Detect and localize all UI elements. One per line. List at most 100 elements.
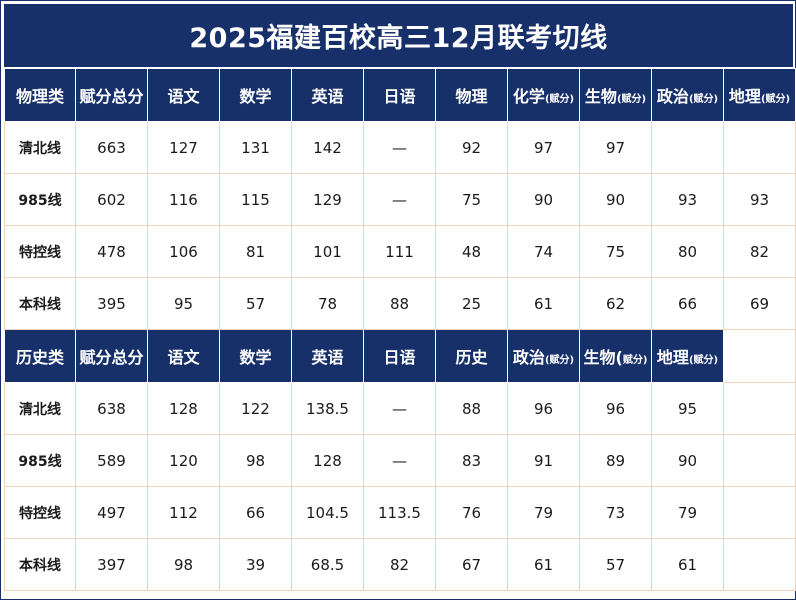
score-cell: 39 — [219, 538, 292, 591]
history-header-cell: 政治(赋分) — [507, 329, 580, 383]
history-header-cell: 数学 — [219, 329, 292, 383]
header-label: 赋分总分 — [79, 87, 144, 106]
score-cell: 95 — [147, 277, 220, 330]
score-cell: 96 — [579, 382, 652, 435]
header-label: 化学 — [512, 87, 545, 106]
history-header-cell: 生物(赋分) — [579, 329, 652, 383]
score-cell: 90 — [651, 434, 724, 487]
sheet-title: 2025福建百校高三12月联考切线 — [4, 4, 793, 67]
score-cell: 138.5 — [291, 382, 364, 435]
score-cell: 111 — [363, 225, 436, 278]
header-label: 英语 — [311, 348, 344, 367]
physics-header-cell: 日语 — [363, 68, 436, 122]
score-cell: 104.5 — [291, 486, 364, 539]
physics-header-cell: 语文 — [147, 68, 220, 122]
score-cell: — — [363, 173, 436, 226]
header-label: 语文 — [167, 87, 200, 106]
score-cell: 66 — [651, 277, 724, 330]
header-label: 日语 — [383, 87, 416, 106]
blank-cell — [723, 538, 796, 591]
score-cell: 73 — [579, 486, 652, 539]
header-sublabel: (赋分) — [544, 94, 575, 105]
physics-header-row: 物理类 赋分总分 语文 数学 英语 日语 物理 化学(赋分) 生物(赋分) 政治(赋分) 地理(赋分… — [4, 68, 796, 122]
score-cell: 101 — [291, 225, 364, 278]
score-cell: 397 — [75, 538, 148, 591]
score-cell: 74 — [507, 225, 580, 278]
score-cell: 97 — [507, 121, 580, 174]
score-cell: 106 — [147, 225, 220, 278]
history-header-cell: 语文 — [147, 329, 220, 383]
score-cell: 122 — [219, 382, 292, 435]
table-row: 本科线 395 95 57 78 88 25 61 62 66 69 — [4, 277, 796, 330]
header-sublabel: (赋分) — [616, 94, 647, 105]
history-header-cell: 地理(赋分) — [651, 329, 724, 383]
score-cell: 67 — [435, 538, 508, 591]
score-cell: 25 — [435, 277, 508, 330]
score-cell: 82 — [723, 225, 796, 278]
score-cell: 120 — [147, 434, 220, 487]
header-sublabel: (赋分) — [688, 355, 719, 366]
score-cell: 663 — [75, 121, 148, 174]
score-cell: — — [363, 434, 436, 487]
score-cell: 395 — [75, 277, 148, 330]
score-cell: 602 — [75, 173, 148, 226]
header-label: 日语 — [383, 348, 416, 367]
score-cell: 79 — [651, 486, 724, 539]
score-cell: 589 — [75, 434, 148, 487]
score-cell: 478 — [75, 225, 148, 278]
history-header-row: 历史类 赋分总分 语文 数学 英语 日语 历史 政治(赋分) 生物(赋分) 地理(赋分) — [4, 329, 796, 383]
score-cell: 90 — [579, 173, 652, 226]
table-row: 清北线 638 128 122 138.5—88 96 96 95 — [4, 382, 796, 435]
header-label: 物理 — [455, 87, 488, 106]
score-cell — [651, 121, 724, 174]
score-cell: 127 — [147, 121, 220, 174]
physics-header-cell: 赋分总分 — [75, 68, 148, 122]
score-cell: 129 — [291, 173, 364, 226]
header-label: 语文 — [167, 348, 200, 367]
history-header-cell: 日语 — [363, 329, 436, 383]
score-cell: 62 — [579, 277, 652, 330]
score-cell: 131 — [219, 121, 292, 174]
score-cell: 128 — [147, 382, 220, 435]
score-cell: 116 — [147, 173, 220, 226]
score-cell — [723, 121, 796, 174]
score-cell: 92 — [435, 121, 508, 174]
physics-header-cell: 化学(赋分) — [507, 68, 580, 122]
row-label: 特控线 — [4, 225, 76, 278]
score-cell: 128 — [291, 434, 364, 487]
score-cell: 69 — [723, 277, 796, 330]
score-cell: 93 — [651, 173, 724, 226]
score-cell: 142 — [291, 121, 364, 174]
header-label: 地理 — [728, 87, 761, 106]
header-label: 历史类 — [15, 348, 64, 367]
score-cell: 75 — [435, 173, 508, 226]
header-label: 政治 — [512, 348, 545, 367]
score-cell: 75 — [579, 225, 652, 278]
table-row: 特控线 478 106 81 101 111 48 74 75 80 82 — [4, 225, 796, 278]
history-header-cell: 历史 — [435, 329, 508, 383]
score-cell: — — [363, 121, 436, 174]
score-cell: 115 — [219, 173, 292, 226]
score-cell: 61 — [507, 538, 580, 591]
score-cell: 66 — [219, 486, 292, 539]
score-cell: 57 — [219, 277, 292, 330]
physics-header-cell: 物理 — [435, 68, 508, 122]
score-cell: 79 — [507, 486, 580, 539]
score-cell: 88 — [363, 277, 436, 330]
row-label: 985线 — [4, 434, 76, 487]
header-label: 物理类 — [15, 87, 64, 106]
physics-header-cell: 英语 — [291, 68, 364, 122]
table-row: 特控线 497 112 66 104.5 113.5 76 79 73 79 — [4, 486, 796, 539]
table-row: 清北线 663 127 131 142—92 97 97 — [4, 121, 796, 174]
history-header-cell: 英语 — [291, 329, 364, 383]
score-cell: 497 — [75, 486, 148, 539]
score-cell: 78 — [291, 277, 364, 330]
blank-cell — [723, 382, 796, 435]
score-cell: 97 — [579, 121, 652, 174]
score-cell: 91 — [507, 434, 580, 487]
header-label: 地理 — [656, 348, 689, 367]
score-cell: 80 — [651, 225, 724, 278]
physics-header-cell: 物理类 — [4, 68, 76, 122]
score-cell: 68.5 — [291, 538, 364, 591]
score-cell: 61 — [507, 277, 580, 330]
